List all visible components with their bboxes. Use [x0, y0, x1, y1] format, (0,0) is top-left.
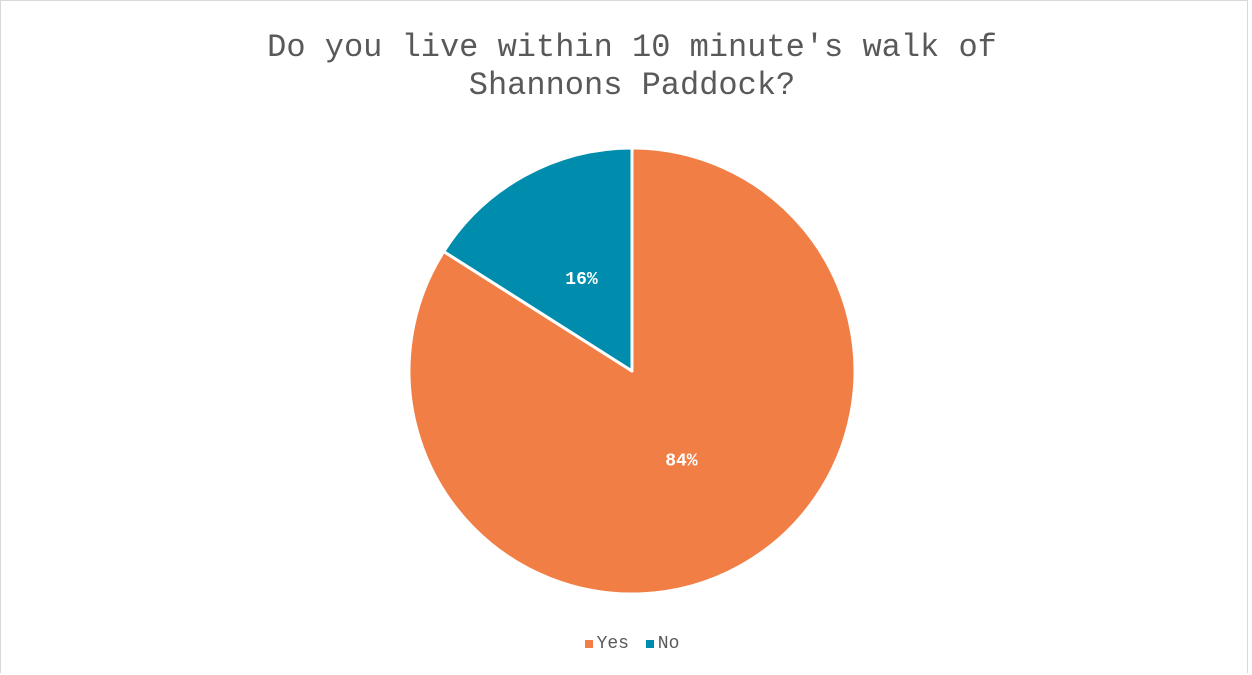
- legend: Yes No: [1, 634, 1252, 654]
- legend-item-no: No: [645, 634, 680, 654]
- chart-title: Do you live within 10 minute's walk of S…: [1, 29, 1252, 105]
- legend-label-yes: Yes: [596, 634, 629, 654]
- legend-label-no: No: [657, 634, 680, 654]
- legend-item-yes: Yes: [584, 634, 629, 654]
- legend-swatch-yes: [584, 640, 593, 648]
- legend-swatch-no: [645, 640, 654, 648]
- data-label-no: 16%: [565, 270, 598, 290]
- slice-yes: [407, 146, 857, 596]
- chart-title-line-2: Shannons Paddock?: [468, 67, 796, 104]
- slice-no: [442, 146, 634, 373]
- chart-title-line-1: Do you live within 10 minute's walk of: [267, 29, 997, 66]
- data-label-yes: 84%: [665, 452, 698, 472]
